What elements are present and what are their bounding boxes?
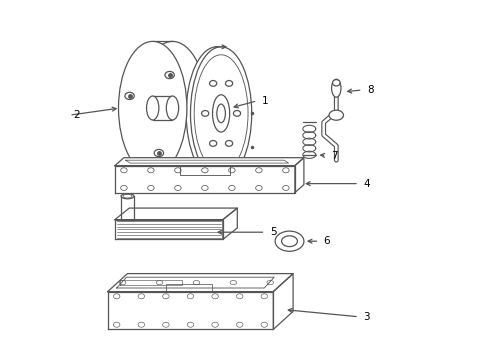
Text: 7: 7 <box>330 150 337 161</box>
Ellipse shape <box>281 236 297 247</box>
Ellipse shape <box>124 53 181 163</box>
Ellipse shape <box>209 140 216 146</box>
Ellipse shape <box>190 47 251 180</box>
Ellipse shape <box>138 41 206 175</box>
Text: 4: 4 <box>363 179 369 189</box>
Polygon shape <box>223 208 237 239</box>
Ellipse shape <box>186 47 247 180</box>
Ellipse shape <box>225 81 232 86</box>
Ellipse shape <box>216 104 225 123</box>
Ellipse shape <box>130 65 175 151</box>
Ellipse shape <box>124 92 134 99</box>
Polygon shape <box>115 166 294 193</box>
Ellipse shape <box>212 95 229 132</box>
Ellipse shape <box>225 140 232 146</box>
Text: 3: 3 <box>363 312 369 322</box>
Text: 1: 1 <box>261 96 268 106</box>
Polygon shape <box>115 158 303 166</box>
Ellipse shape <box>233 111 240 116</box>
Text: 5: 5 <box>269 227 276 237</box>
Polygon shape <box>294 158 303 193</box>
Ellipse shape <box>332 80 339 86</box>
Ellipse shape <box>144 91 161 125</box>
Ellipse shape <box>275 231 303 251</box>
Ellipse shape <box>331 79 340 97</box>
Ellipse shape <box>328 110 343 120</box>
Ellipse shape <box>209 81 216 86</box>
Polygon shape <box>115 208 237 220</box>
Ellipse shape <box>146 96 159 120</box>
Polygon shape <box>115 220 223 239</box>
Ellipse shape <box>201 111 208 116</box>
Text: 8: 8 <box>366 85 373 95</box>
Ellipse shape <box>154 149 163 157</box>
Ellipse shape <box>121 194 134 199</box>
Text: 6: 6 <box>323 236 330 246</box>
Polygon shape <box>273 274 292 329</box>
Ellipse shape <box>137 78 168 138</box>
Polygon shape <box>107 292 273 329</box>
Text: 2: 2 <box>73 110 80 120</box>
Polygon shape <box>107 274 292 292</box>
Ellipse shape <box>166 96 178 120</box>
Ellipse shape <box>164 71 174 78</box>
Ellipse shape <box>118 41 186 175</box>
